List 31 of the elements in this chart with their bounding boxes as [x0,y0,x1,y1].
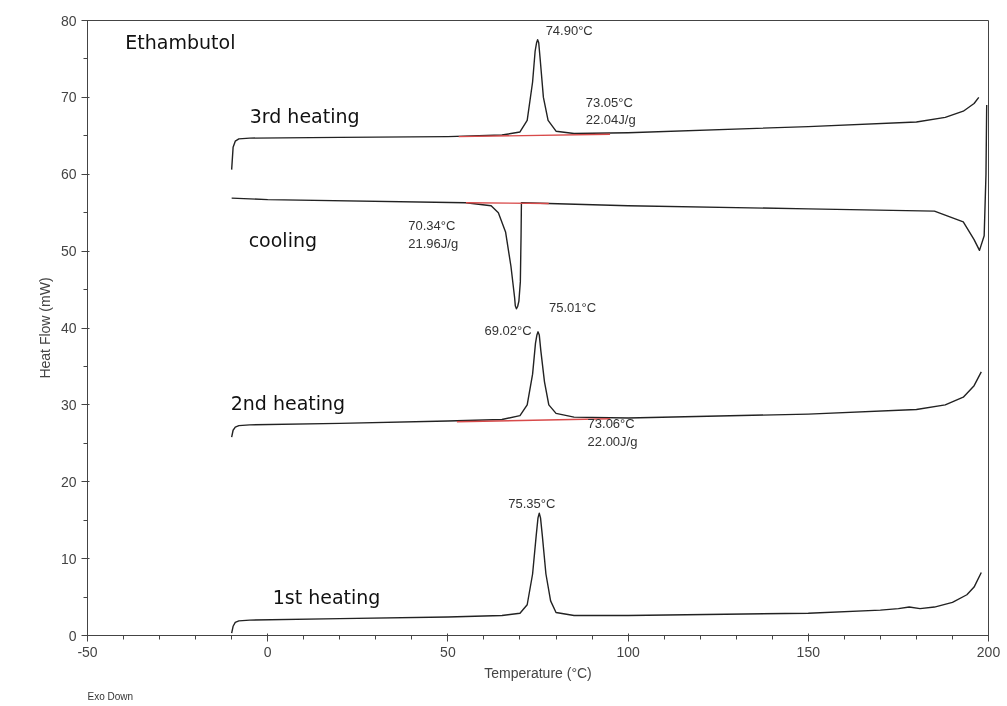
series-label: 1st heating [272,586,381,609]
annotation: 73.05°C 22.04J/g [585,94,636,128]
text: Exo Down [87,690,134,702]
series-label: cooling [248,229,318,252]
annotation: 75.01°C [549,300,597,316]
y-tick-label: 60 [60,166,77,183]
x-tick-label: 150 [796,643,821,660]
x-tick-label: 100 [616,643,640,660]
line-series [230,512,982,634]
y-tick-label: 50 [60,243,77,260]
y-tick-label: 80 [60,12,77,29]
annotation: 70.34°C 21.96J/g [408,218,459,251]
y-tick-label: 40 [60,320,77,336]
annotation: 75.35°C [508,495,556,511]
y-tick-label: 10 [60,550,77,567]
annotation: 73.06°C 22.00J/g [587,416,638,449]
x-tick-label: 200 [976,643,1001,660]
series-label: 3rd heating [249,105,360,128]
x-axis-title: Temperature (°C) [484,664,592,681]
x-tick-label: 50 [440,643,456,660]
annotation: 69.02°C [484,323,532,339]
annotation: Ethambutol [125,31,236,54]
x-tick-label: -50 [77,643,98,660]
y-axis-title: Heat Flow (mW) [36,277,53,379]
series-label: 2nd heating [230,391,346,414]
y-tick-label: 0 [68,627,77,644]
y-tick-label: 20 [60,473,77,490]
y-tick-label: 30 [60,396,77,413]
x-tick-label: 0 [263,643,272,660]
y-tick-label: 70 [60,89,77,106]
annotation: 74.90°C [545,23,593,39]
